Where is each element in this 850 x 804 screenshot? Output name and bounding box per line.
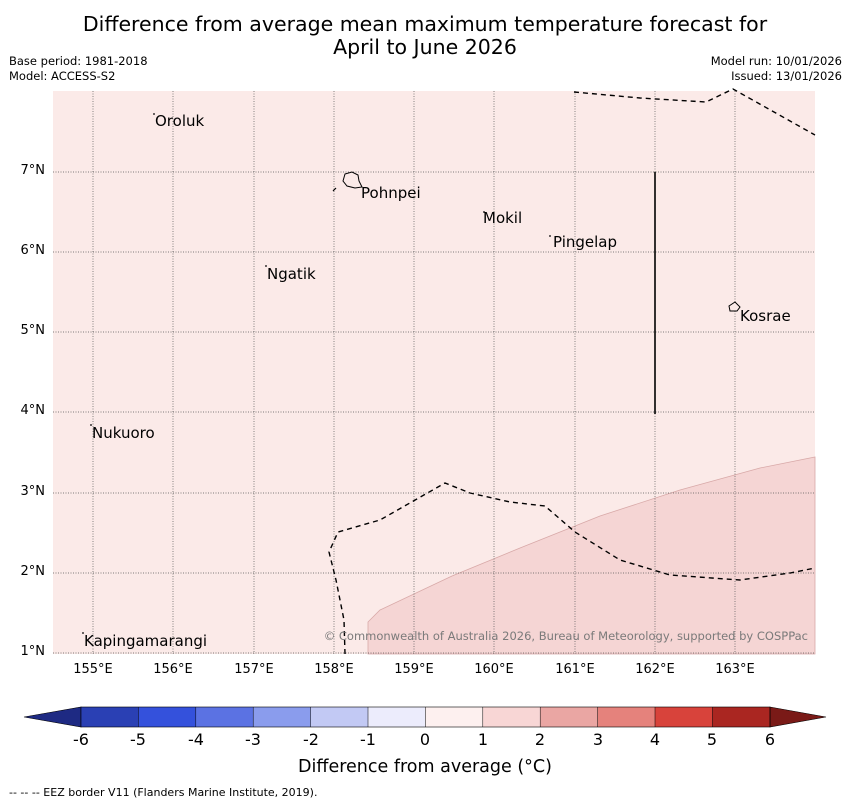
place-kapingamarangi: Kapingamarangi xyxy=(84,632,207,650)
place-nukuoro: Nukuoro xyxy=(92,424,155,442)
eez-border-north xyxy=(573,88,816,136)
lat-label: 1°N xyxy=(20,644,46,659)
colorbar-title: Difference from average (°C) xyxy=(298,757,552,777)
colorbar-segment xyxy=(597,707,655,727)
base-period: Base period: 1981-2018 xyxy=(9,54,148,68)
meta-right: Model run: 10/01/2026 Issued: 13/01/2026 xyxy=(711,54,842,84)
colorbar-tick: 2 xyxy=(534,730,546,749)
colorbar-extend-low xyxy=(23,706,82,728)
eez-border-south xyxy=(328,482,816,655)
lon-label: 156°E xyxy=(153,662,193,677)
oroluk-mark xyxy=(153,113,155,115)
colorbar-segment xyxy=(195,707,254,727)
colorbar-extend-high xyxy=(769,706,827,728)
mokil-mark xyxy=(483,211,485,213)
place-oroluk: Oroluk xyxy=(155,112,204,130)
colorbar-tick: 6 xyxy=(764,730,776,749)
place-pohnpei: Pohnpei xyxy=(361,184,421,202)
lon-label: 161°E xyxy=(555,662,595,677)
colorbar-tick: 1 xyxy=(477,730,489,749)
graticule xyxy=(53,91,815,654)
kosrae-island xyxy=(728,301,741,312)
title-line-1: Difference from average mean maximum tem… xyxy=(82,12,768,36)
colorbar-tick: 0 xyxy=(419,730,431,749)
kapingamarangi-mark xyxy=(82,632,84,634)
colorbar-tick: -4 xyxy=(188,730,204,749)
copyright-notice: © Commonwealth of Australia 2026, Bureau… xyxy=(324,629,808,643)
colorbar-tick: -1 xyxy=(360,730,376,749)
lat-label: 4°N xyxy=(20,403,46,418)
atoll-marks xyxy=(82,113,551,634)
colorbar-tick: -5 xyxy=(130,730,146,749)
eez-legend-note: -- -- -- EEZ border V11 (Flanders Marine… xyxy=(9,786,318,799)
colorbar xyxy=(23,706,827,728)
lon-label: 163°E xyxy=(715,662,755,677)
pohnpei-island xyxy=(342,171,363,189)
colorbar-segment xyxy=(425,707,483,727)
place-kosrae: Kosrae xyxy=(740,307,791,325)
lon-label: 158°E xyxy=(314,662,354,677)
model-run: Model run: 10/01/2026 xyxy=(710,54,842,68)
colorbar-segment xyxy=(368,707,426,727)
colorbar-segment xyxy=(482,707,541,727)
ngatik-mark xyxy=(265,265,267,267)
islet xyxy=(332,187,337,192)
colorbar-tick: -2 xyxy=(303,730,319,749)
place-pingelap: Pingelap xyxy=(553,233,617,251)
colorbar-tick: 5 xyxy=(706,730,718,749)
colorbar-tick: -6 xyxy=(73,730,89,749)
lat-label: 5°N xyxy=(20,323,46,338)
pingelap-mark xyxy=(549,235,551,237)
place-mokil: Mokil xyxy=(483,209,522,227)
lat-label: 6°N xyxy=(20,243,46,258)
anomaly-band xyxy=(367,456,816,655)
colorbar-segment xyxy=(138,707,196,727)
colorbar-segment xyxy=(712,707,770,727)
lon-label: 157°E xyxy=(234,662,274,677)
lon-label: 160°E xyxy=(474,662,514,677)
lat-label: 3°N xyxy=(20,484,46,499)
colorbar-tick: 4 xyxy=(649,730,661,749)
lat-label: 7°N xyxy=(20,163,46,178)
nukuoro-mark xyxy=(90,424,92,426)
lon-label: 159°E xyxy=(394,662,434,677)
model-name: Model: ACCESS-S2 xyxy=(9,69,116,83)
colorbar-segment xyxy=(81,707,139,727)
colorbar-segment xyxy=(540,707,598,727)
title-line-2: April to June 2026 xyxy=(333,35,517,59)
place-ngatik: Ngatik xyxy=(267,265,316,283)
eez-borders xyxy=(328,88,816,655)
colorbar-segment xyxy=(310,707,368,727)
issued-date: Issued: 13/01/2026 xyxy=(731,69,842,83)
colorbar-segment xyxy=(253,707,311,727)
map-title: Difference from average mean maximum tem… xyxy=(0,13,850,59)
colorbar-tick: -3 xyxy=(245,730,261,749)
colorbar-segment xyxy=(655,707,713,727)
meta-left: Base period: 1981-2018 Model: ACCESS-S2 xyxy=(9,54,148,84)
lon-label: 162°E xyxy=(635,662,675,677)
colorbar-tick: 3 xyxy=(592,730,604,749)
lat-label: 2°N xyxy=(20,564,46,579)
lon-label: 155°E xyxy=(73,662,113,677)
